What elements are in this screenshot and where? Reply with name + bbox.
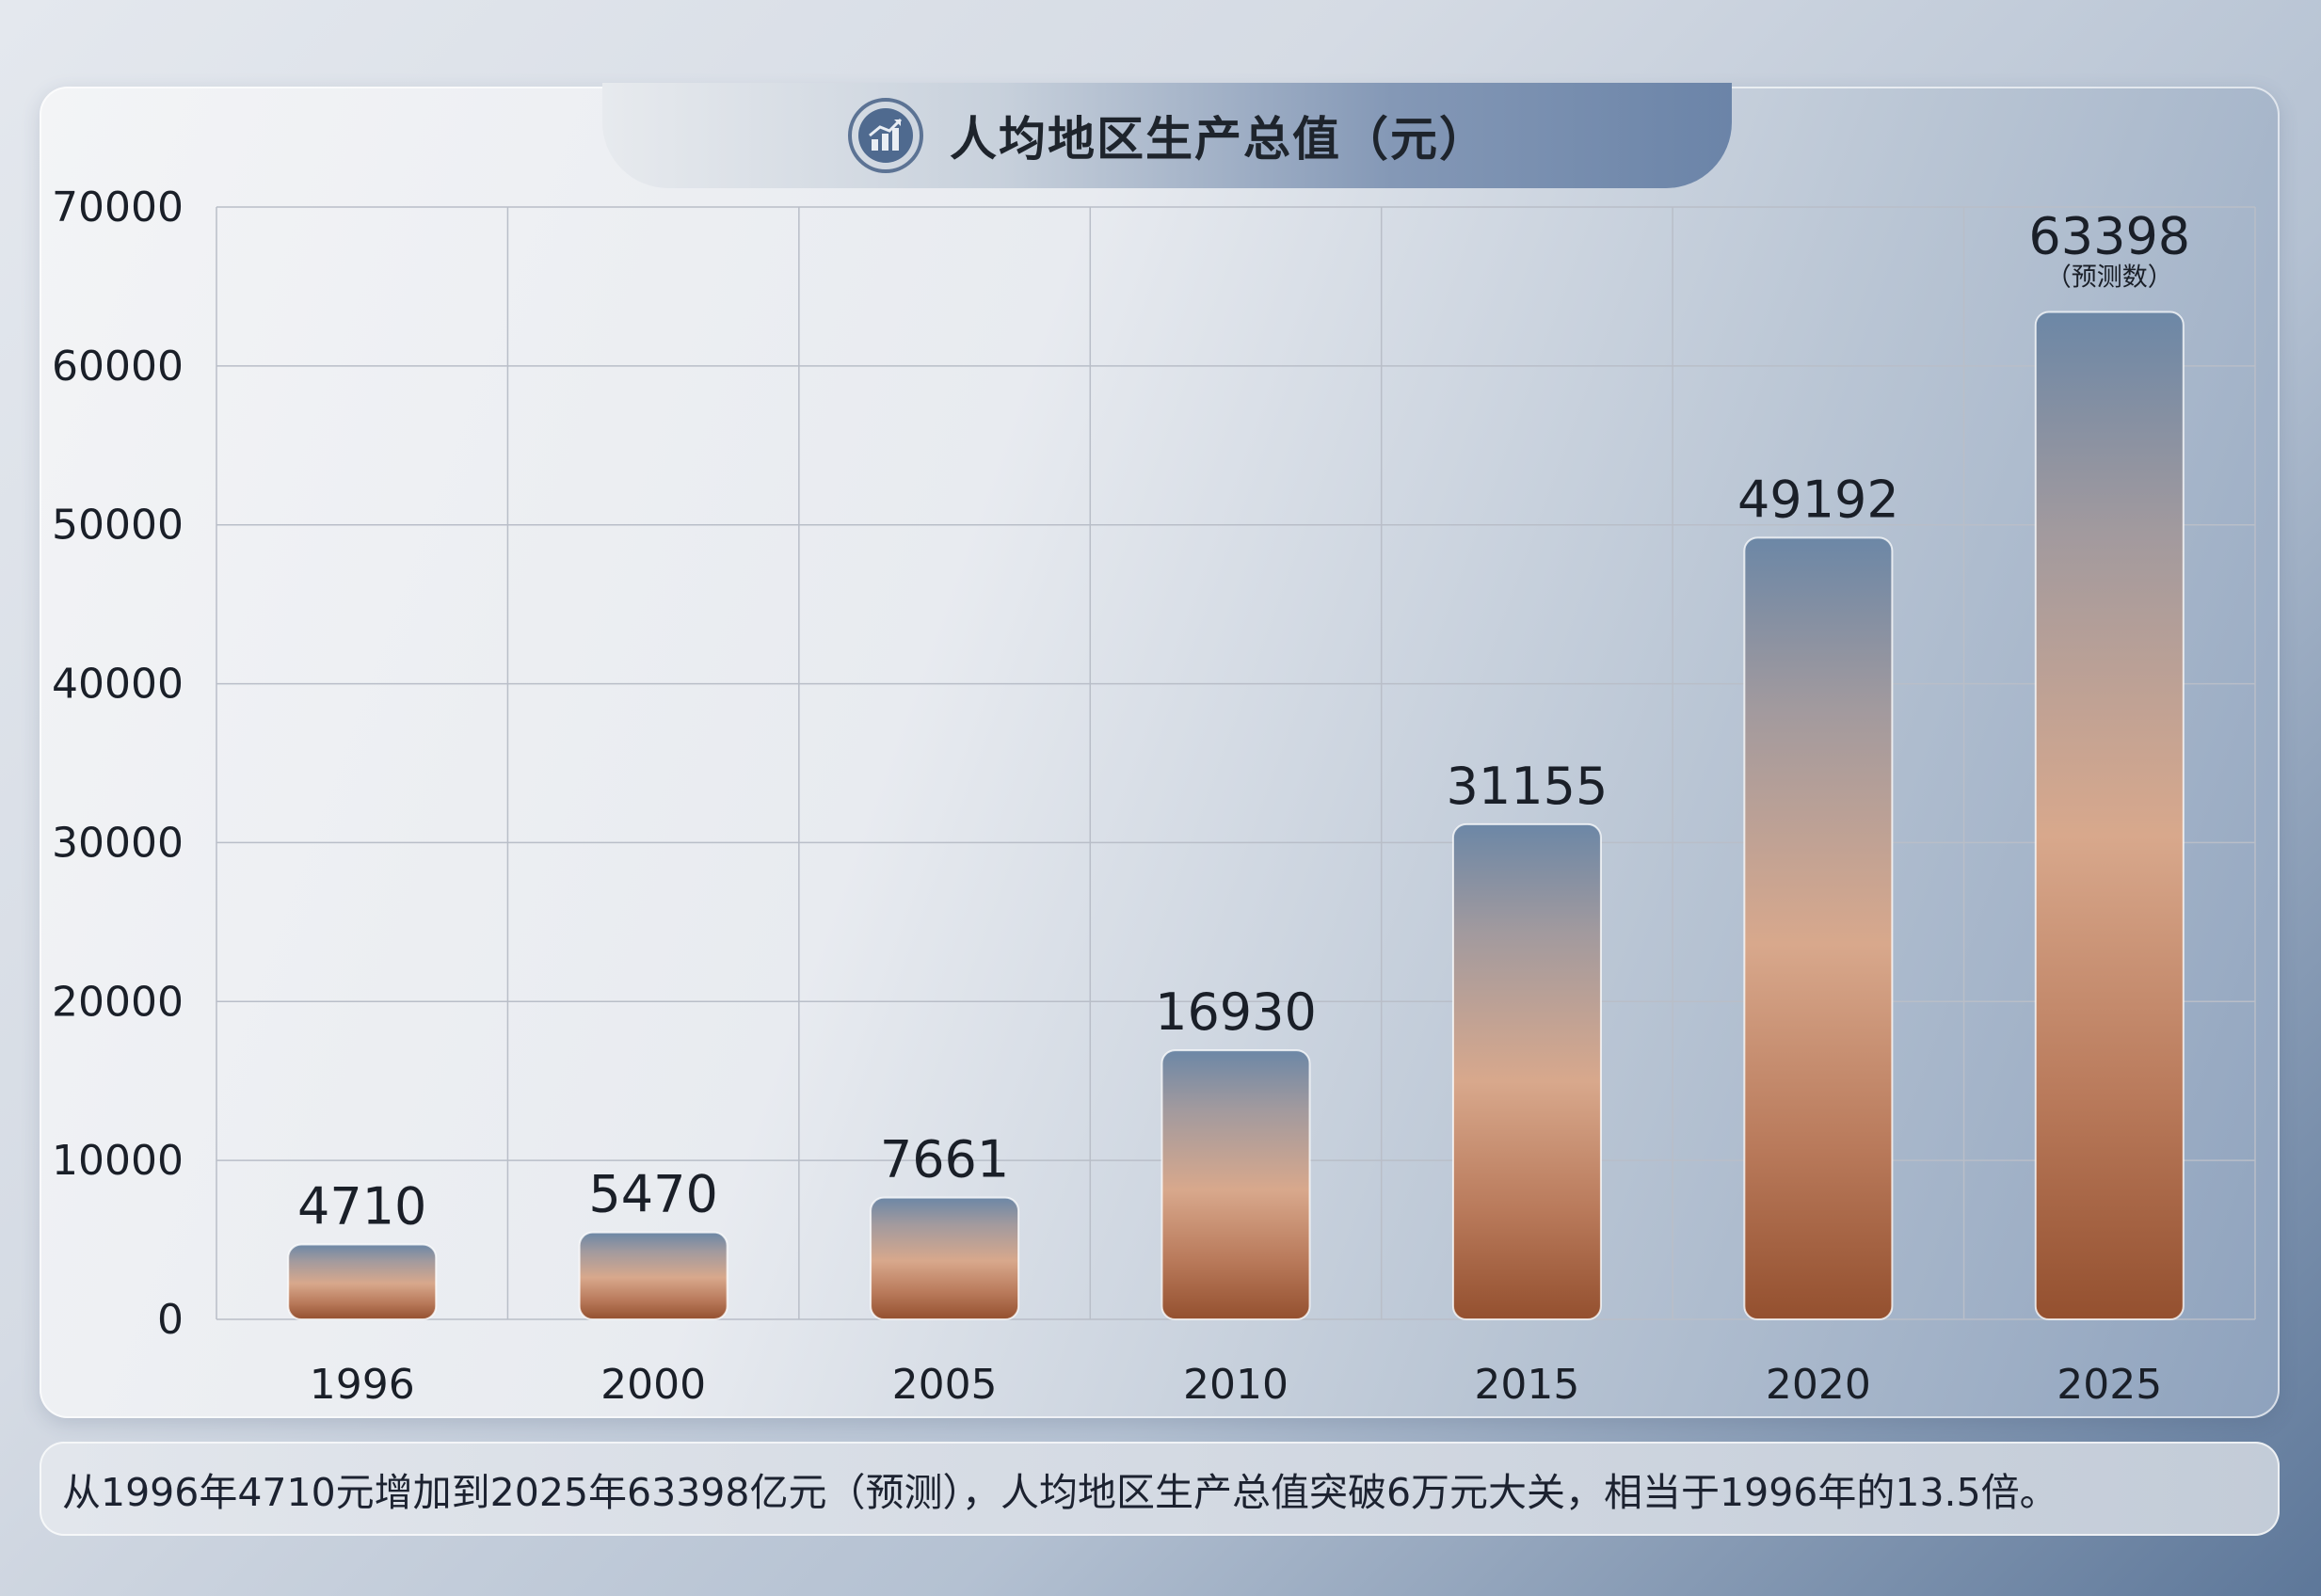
annotation-forecast: （预测数） [2046,263,2173,292]
x-tick-label: 2015 [1474,1361,1579,1409]
bar-2015 [1451,822,1602,1320]
data-label: 4710 [297,1176,426,1236]
y-tick-label: 30000 [52,819,184,867]
x-tick-label: 2000 [600,1361,706,1409]
bar-chart: 0 10000 20000 30000 40000 50000 60000 70000 4710… [52,184,2256,1409]
summary-text: 从1996年4710元增加到2025年63398亿元（预测），人均地区生产总值突… [62,1470,2058,1515]
data-label: 49192 [1737,470,1899,529]
growth-chart-icon [848,98,923,173]
chart-title: 人均地区生产总值（元） [950,112,1488,167]
x-tick-label: 2020 [1766,1361,1871,1409]
y-tick-label: 0 [157,1296,184,1344]
bar-1996 [287,1243,438,1320]
y-tick-label: 70000 [52,184,184,231]
bar-2005 [870,1196,1020,1320]
y-tick-label: 50000 [52,502,184,550]
data-label: 5470 [588,1165,717,1224]
title-tab: 人均地区生产总值（元） [602,83,1732,188]
data-label: 63398 [2028,206,2190,265]
y-tick-label: 60000 [52,343,184,391]
data-label: 7661 [880,1130,1009,1189]
summary-box: 从1996年4710元增加到2025年63398亿元（预测），人均地区生产总值突… [40,1442,2280,1536]
bar-2010 [1160,1049,1311,1321]
y-tick-label: 10000 [52,1137,184,1185]
bar-2025 [2034,311,2185,1320]
x-tick-label: 2025 [2057,1361,2162,1409]
chart-panel [40,87,2280,1418]
data-label: 31155 [1447,757,1609,816]
y-tick-label: 40000 [52,661,184,709]
y-tick-label: 20000 [52,978,184,1026]
x-tick-label: 2005 [892,1361,998,1409]
bar-2000 [578,1231,728,1320]
x-tick-label: 2010 [1183,1361,1289,1409]
data-label: 16930 [1155,982,1317,1042]
x-tick-label: 1996 [310,1361,415,1409]
bar-2020 [1743,536,1894,1320]
